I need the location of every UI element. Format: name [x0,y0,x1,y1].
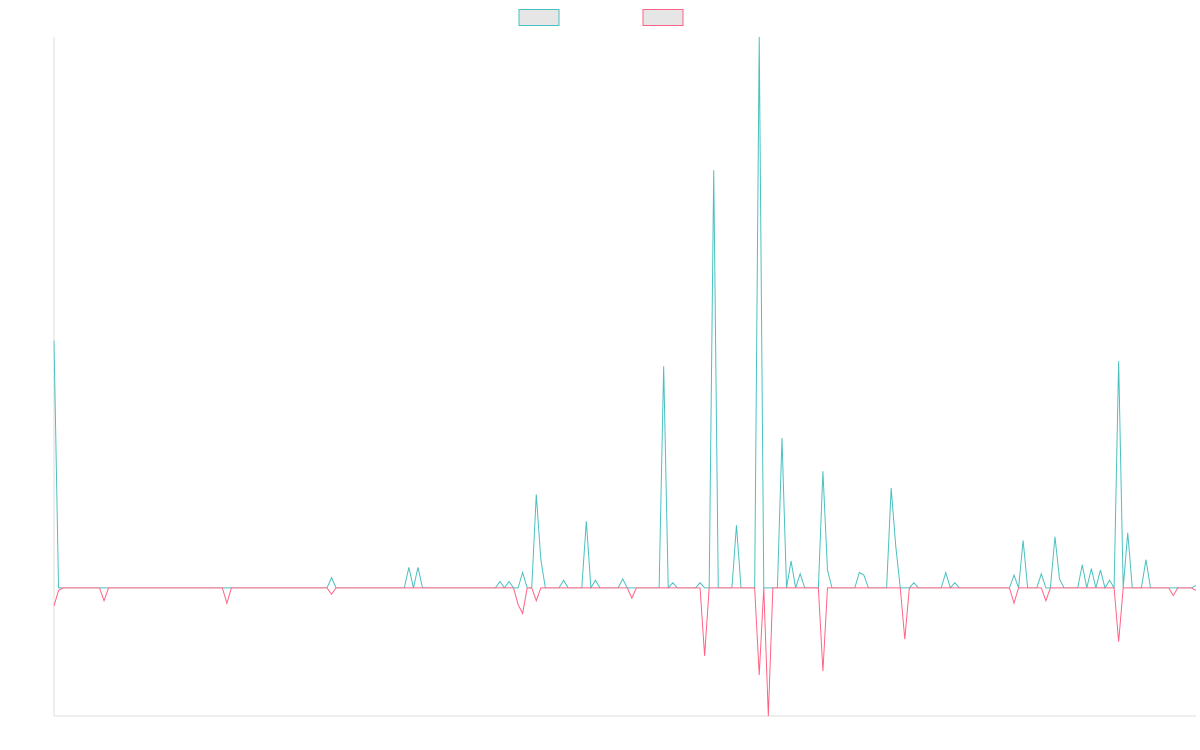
legend-swatch-2 [642,9,684,26]
legend-swatch-1 [518,9,560,26]
series-line-2 [53,587,1197,717]
series-line-1 [53,36,1197,590]
